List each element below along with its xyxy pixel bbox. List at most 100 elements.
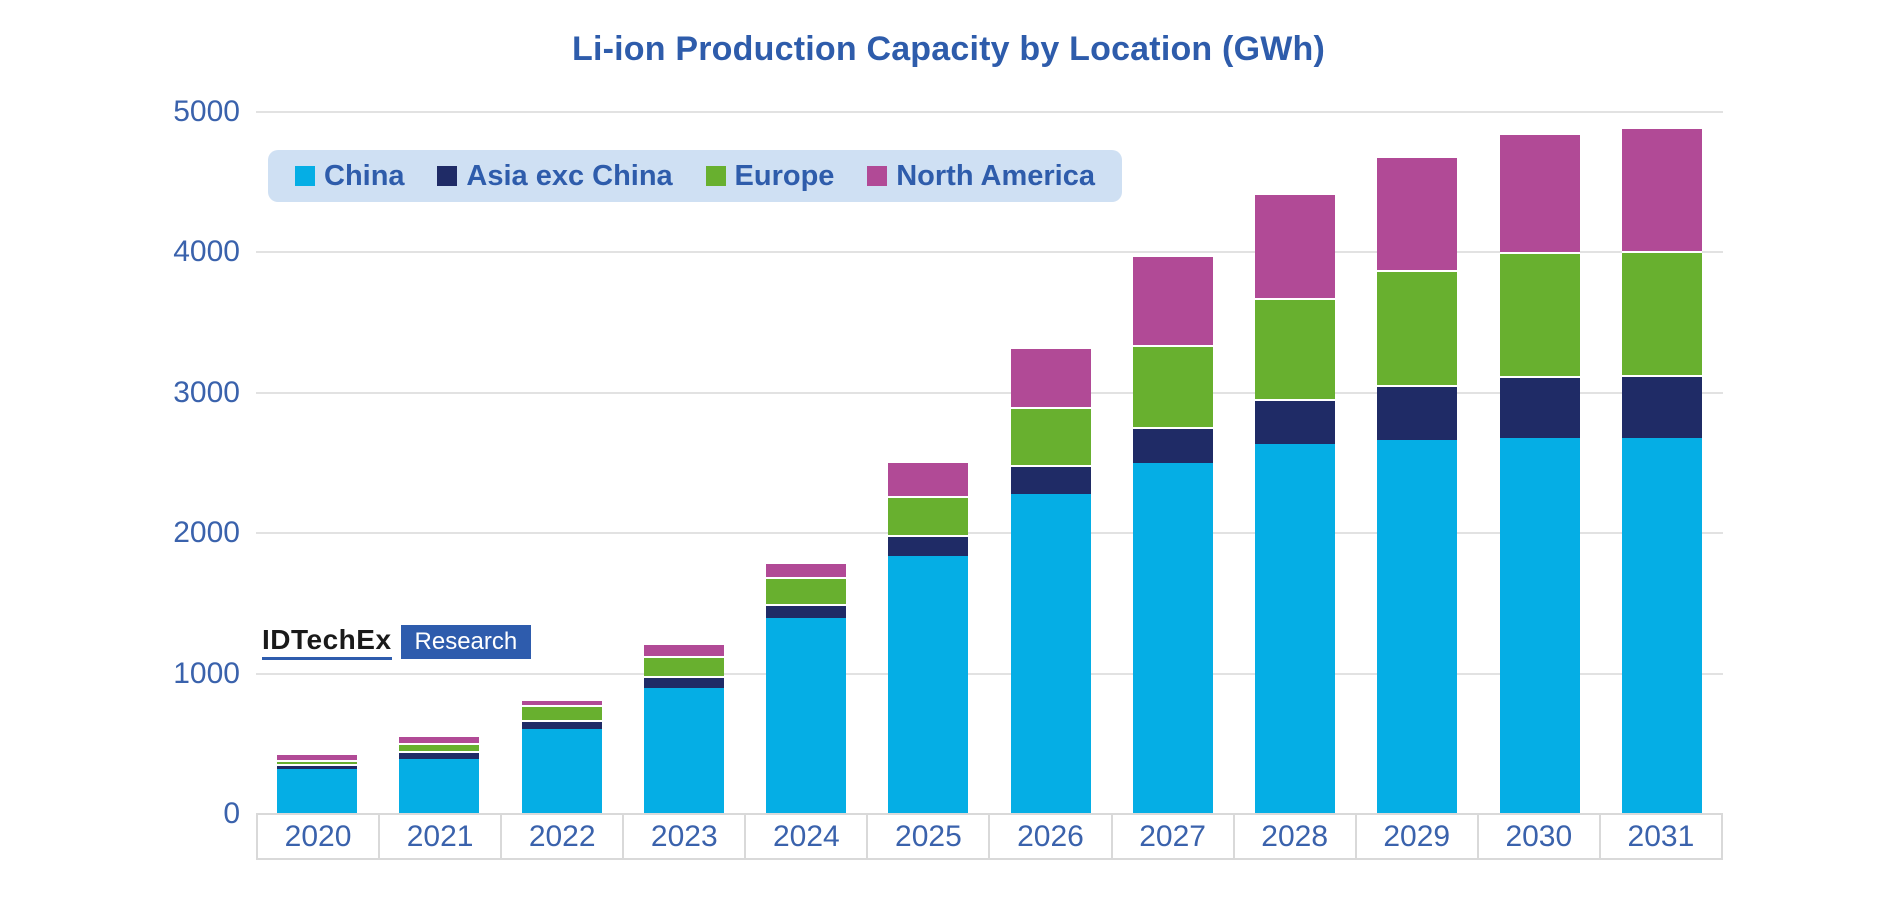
- gridline-1000: [256, 672, 1723, 675]
- bar-segment-north-america-2026: [1010, 347, 1091, 407]
- y-tick-label-2000: 2000: [173, 516, 240, 550]
- x-label-2028: 2028: [1234, 815, 1357, 860]
- bar-segment-asia-exc-china-2027: [1132, 427, 1213, 463]
- x-label-2022: 2022: [502, 815, 625, 860]
- gridline-5000: [256, 111, 1723, 113]
- bar-segment-europe-2030: [1499, 252, 1580, 376]
- bar-segment-china-2020: [277, 769, 358, 813]
- bar-segment-north-america-2022: [521, 699, 602, 705]
- bar-2023: [643, 643, 724, 813]
- bar-segment-china-2025: [888, 556, 969, 813]
- bar-segment-china-2024: [766, 618, 847, 813]
- bar-segment-europe-2020: [277, 760, 358, 764]
- x-label-2029: 2029: [1356, 815, 1479, 860]
- bar-segment-asia-exc-china-2020: [277, 764, 358, 769]
- bar-column-2027: [1112, 111, 1234, 813]
- legend-label-north-america: North America: [896, 159, 1095, 192]
- x-label-2031: 2031: [1600, 815, 1723, 860]
- bar-segment-china-2029: [1377, 440, 1458, 813]
- bar-2022: [521, 699, 602, 813]
- bar-segment-europe-2031: [1621, 251, 1702, 375]
- legend-item-asia-exc-china: Asia exc China: [437, 159, 673, 193]
- bar-segment-asia-exc-china-2026: [1010, 465, 1091, 494]
- idtechex-logo: IDTechEx Research: [262, 625, 532, 660]
- legend: China Asia exc China Europe North America: [268, 150, 1122, 202]
- bar-segment-china-2022: [521, 729, 602, 813]
- bar-segment-north-america-2024: [766, 562, 847, 577]
- bar-2021: [399, 735, 480, 813]
- bar-segment-europe-2027: [1132, 345, 1213, 427]
- bar-segment-europe-2029: [1377, 270, 1458, 385]
- legend-label-asia-exc-china: Asia exc China: [466, 159, 673, 192]
- bar-segment-north-america-2020: [277, 753, 358, 760]
- bar-2027: [1132, 255, 1213, 813]
- gridline-2000: [256, 532, 1723, 535]
- bar-column-2029: [1356, 111, 1478, 813]
- bar-2028: [1255, 193, 1336, 813]
- bar-column-2021: [378, 111, 500, 813]
- bar-2020: [277, 753, 358, 813]
- bars-container: [256, 111, 1723, 813]
- gridline-4000: [256, 251, 1723, 254]
- legend-label-china: China: [324, 159, 405, 192]
- x-label-2023: 2023: [624, 815, 747, 860]
- bar-column-2020: [256, 111, 378, 813]
- bar-segment-europe-2026: [1010, 407, 1091, 465]
- chart-title: Li-ion Production Capacity by Location (…: [572, 30, 1325, 68]
- bar-2030: [1499, 133, 1580, 813]
- bar-segment-china-2026: [1010, 494, 1091, 813]
- bar-segment-china-2030: [1499, 438, 1580, 813]
- bar-segment-north-america-2023: [643, 643, 724, 656]
- bar-segment-north-america-2025: [888, 461, 969, 496]
- idtechex-logo-research-badge: Research: [400, 625, 532, 659]
- y-tick-label-5000: 5000: [173, 95, 240, 128]
- bar-segment-europe-2028: [1255, 298, 1336, 399]
- bar-segment-north-america-2031: [1621, 127, 1702, 251]
- plot-area: 5000 4000 3000 2000 1000 0 China Asia exc Chin…: [173, 95, 1723, 830]
- bar-column-2031: [1601, 111, 1723, 813]
- bar-column-2026: [990, 111, 1112, 813]
- bar-segment-asia-exc-china-2021: [399, 751, 480, 759]
- x-label-2026: 2026: [990, 815, 1113, 860]
- bar-segment-north-america-2027: [1132, 255, 1213, 345]
- bar-2031: [1621, 127, 1702, 813]
- bar-segment-asia-exc-china-2031: [1621, 375, 1702, 438]
- x-label-2030: 2030: [1478, 815, 1601, 860]
- legend-swatch-asia-exc-china: [437, 166, 458, 186]
- x-label-2024: 2024: [746, 815, 869, 860]
- bar-column-2028: [1234, 111, 1356, 813]
- legend-item-europe: Europe: [705, 159, 835, 193]
- bar-segment-asia-exc-china-2029: [1377, 385, 1458, 440]
- legend-swatch-europe: [705, 166, 726, 186]
- bar-2026: [1010, 347, 1091, 813]
- bar-segment-china-2028: [1255, 444, 1336, 813]
- bar-2024: [766, 562, 847, 813]
- gridline-3000: [256, 391, 1723, 394]
- legend-item-china: China: [295, 160, 405, 193]
- idtechex-logo-brand-wrap: IDTechEx: [262, 625, 392, 660]
- legend-label-europe: Europe: [734, 159, 835, 192]
- bar-2029: [1377, 156, 1458, 813]
- bar-segment-europe-2024: [766, 577, 847, 604]
- bar-segment-asia-exc-china-2028: [1255, 399, 1336, 444]
- bar-column-2030: [1479, 111, 1601, 813]
- y-tick-label-0: 0: [223, 797, 240, 830]
- bar-segment-china-2031: [1621, 438, 1702, 813]
- y-tick-label-3000: 3000: [173, 375, 240, 409]
- x-label-2027: 2027: [1112, 815, 1235, 860]
- x-label-2020: 2020: [256, 815, 381, 860]
- bar-segment-north-america-2029: [1377, 156, 1458, 270]
- y-tick-label-1000: 1000: [173, 656, 240, 690]
- bar-column-2022: [501, 111, 623, 813]
- x-axis-label-band: 2020 2021 2022 2023 2024 2025 2026 2027 2028 2029…: [256, 813, 1723, 860]
- bar-column-2025: [867, 111, 989, 813]
- bar-segment-north-america-2021: [399, 735, 480, 743]
- y-tick-label-4000: 4000: [173, 235, 240, 269]
- bar-column-2023: [623, 111, 745, 813]
- bar-segment-europe-2023: [643, 656, 724, 676]
- bar-segment-north-america-2028: [1255, 193, 1336, 298]
- bar-column-2024: [745, 111, 867, 813]
- bar-segment-north-america-2030: [1499, 133, 1580, 252]
- bar-segment-asia-exc-china-2024: [766, 604, 847, 618]
